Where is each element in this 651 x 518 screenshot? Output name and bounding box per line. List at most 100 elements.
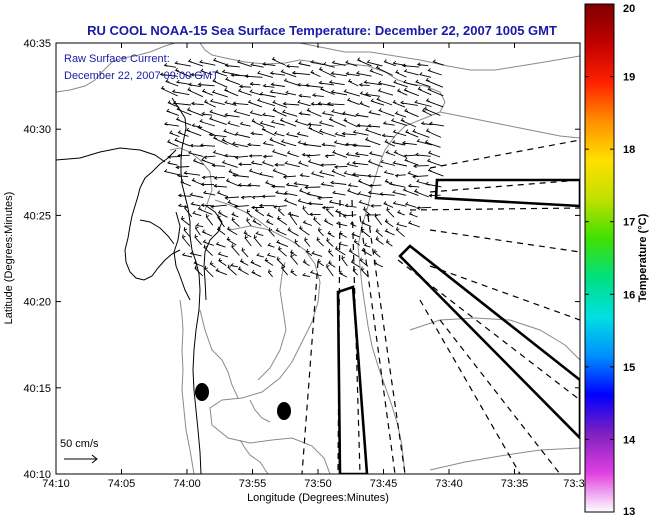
- current-vector: [251, 269, 262, 278]
- current-vector: [270, 119, 285, 126]
- y-tick-label: 40:30: [23, 124, 51, 136]
- current-vector: [198, 59, 216, 66]
- current-vector: [343, 117, 358, 128]
- current-vector: [354, 151, 369, 157]
- current-vector: [277, 207, 285, 217]
- current-vector: [332, 190, 346, 196]
- current-vector: [232, 101, 249, 106]
- colorbar-tick-label: 16: [623, 289, 635, 301]
- current-vector: [328, 116, 346, 127]
- contour-line: [249, 399, 271, 423]
- current-vector: [356, 57, 372, 67]
- current-vector: [325, 206, 334, 217]
- current-vector: [262, 62, 276, 66]
- current-vector: [307, 201, 323, 206]
- current-vector: [250, 62, 264, 68]
- contour-line: [429, 447, 580, 471]
- current-vector: [401, 63, 420, 68]
- current-vector: [346, 188, 359, 196]
- current-vector: [275, 190, 287, 195]
- current-vector: [266, 212, 274, 218]
- current-vector: [403, 68, 419, 76]
- current-vector: [197, 124, 215, 136]
- current-vector: [358, 199, 371, 206]
- current-vector: [326, 263, 334, 277]
- current-vector: [228, 169, 239, 176]
- current-vector: [428, 121, 444, 127]
- contour-line: [179, 299, 195, 474]
- current-vector: [163, 63, 177, 68]
- current-vector: [404, 108, 419, 118]
- current-vector: [266, 252, 276, 258]
- current-vector: [177, 193, 191, 198]
- current-vector: [269, 71, 286, 76]
- current-vector: [203, 99, 216, 108]
- buoy-marker: [195, 383, 209, 401]
- colorbar-tick-label: 17: [623, 217, 635, 229]
- current-vector: [174, 137, 191, 147]
- current-vector: [246, 209, 253, 218]
- current-vector: [326, 237, 334, 247]
- range-line: [429, 139, 580, 169]
- current-vector: [180, 179, 192, 187]
- colorbar-tick-label: 15: [623, 362, 635, 374]
- current-vector: [293, 181, 309, 187]
- current-vector: [212, 57, 227, 66]
- current-vector: [352, 129, 369, 136]
- current-vector: [365, 127, 382, 136]
- current-vector: [290, 253, 299, 265]
- current-vector: [181, 252, 193, 258]
- current-vector: [331, 109, 345, 116]
- contour-line: [439, 111, 580, 139]
- current-vector: [335, 221, 348, 227]
- current-vector: [250, 131, 263, 136]
- current-vector: [166, 139, 179, 147]
- current-vector: [261, 160, 274, 167]
- current-vector: [394, 111, 407, 118]
- current-vector: [432, 59, 445, 66]
- current-vector: [401, 140, 417, 146]
- current-vector: [215, 268, 228, 276]
- current-vector: [404, 201, 417, 208]
- current-vector: [226, 226, 238, 235]
- current-vector: [414, 99, 432, 107]
- current-vector: [200, 157, 215, 166]
- current-vector: [195, 225, 201, 236]
- current-vector: [310, 69, 321, 78]
- current-vector: [342, 111, 357, 117]
- current-vector: [188, 82, 201, 88]
- current-vector: [395, 226, 405, 238]
- current-vector: [350, 259, 361, 268]
- current-vector: [187, 87, 203, 98]
- current-vector: [392, 201, 407, 207]
- current-vector: [227, 120, 240, 127]
- current-vector: [345, 60, 358, 67]
- current-vector: [189, 192, 204, 198]
- current-vector: [224, 100, 237, 106]
- current-vector: [276, 256, 286, 268]
- coastline-creek: [173, 211, 191, 301]
- current-vector: [328, 248, 334, 257]
- current-vector: [259, 91, 276, 98]
- current-vector: [275, 227, 287, 236]
- current-vector: [159, 72, 178, 77]
- surface-current-vectors: [159, 56, 445, 278]
- current-vector: [227, 199, 240, 208]
- current-vector: [316, 236, 324, 247]
- current-vector: [262, 83, 275, 88]
- current-vector: [353, 238, 361, 246]
- x-tick-label: 73:45: [370, 478, 398, 490]
- current-vector: [343, 89, 360, 97]
- current-vector: [224, 112, 240, 118]
- current-vector: [271, 149, 288, 157]
- current-vector: [285, 132, 299, 138]
- current-vector: [234, 155, 249, 160]
- current-vector: [211, 163, 226, 168]
- current-vector: [256, 252, 264, 258]
- contour-line: [214, 199, 269, 229]
- contour-line: [257, 261, 287, 381]
- current-vector: [269, 137, 286, 147]
- current-vector: [328, 80, 345, 86]
- current-vector: [181, 234, 191, 247]
- current-vector: [272, 168, 287, 176]
